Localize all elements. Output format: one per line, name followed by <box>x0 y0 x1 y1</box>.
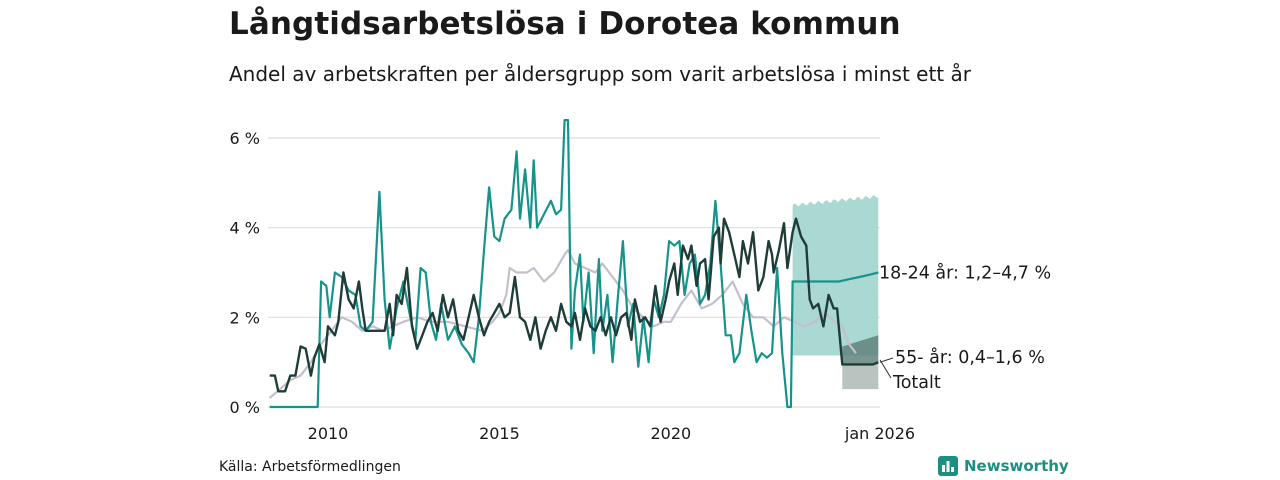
leader-55 <box>879 357 894 363</box>
y-tick-label: 0 % <box>230 398 260 417</box>
series-label-18-24: 18-24 år: 1,2–4,7 % <box>879 263 1051 284</box>
source-note: Källa: Arbetsförmedlingen <box>219 459 401 475</box>
series-line-totalt <box>268 249 857 399</box>
band-55-upper <box>842 335 879 365</box>
y-tick-label: 2 % <box>230 308 260 327</box>
bar-chart-icon <box>938 456 958 476</box>
x-tick-label: jan 2026 <box>844 424 915 443</box>
series-line-18-24 <box>269 119 879 409</box>
x-tick-label: 2020 <box>650 424 691 443</box>
newsworthy-logo[interactable]: Newsworthy <box>938 456 1069 476</box>
chart-subtitle: Andel av arbetskraften per åldersgrupp s… <box>229 62 971 86</box>
series-line-55 <box>269 217 879 393</box>
band-18-24 <box>792 195 879 356</box>
series-label-totalt: Totalt <box>892 373 941 393</box>
y-tick-label: 6 % <box>230 129 260 148</box>
logo-text: Newsworthy <box>964 457 1069 475</box>
chart-title: Långtidsarbetslösa i Dorotea kommun <box>229 6 901 42</box>
y-tick-label: 4 % <box>230 219 260 238</box>
x-tick-label: 2015 <box>479 424 520 443</box>
x-tick-label: 2010 <box>308 424 349 443</box>
series-label-55: 55- år: 0,4–1,6 % <box>895 347 1045 368</box>
leader-totalt <box>879 359 892 379</box>
band-55-lower <box>842 364 879 390</box>
